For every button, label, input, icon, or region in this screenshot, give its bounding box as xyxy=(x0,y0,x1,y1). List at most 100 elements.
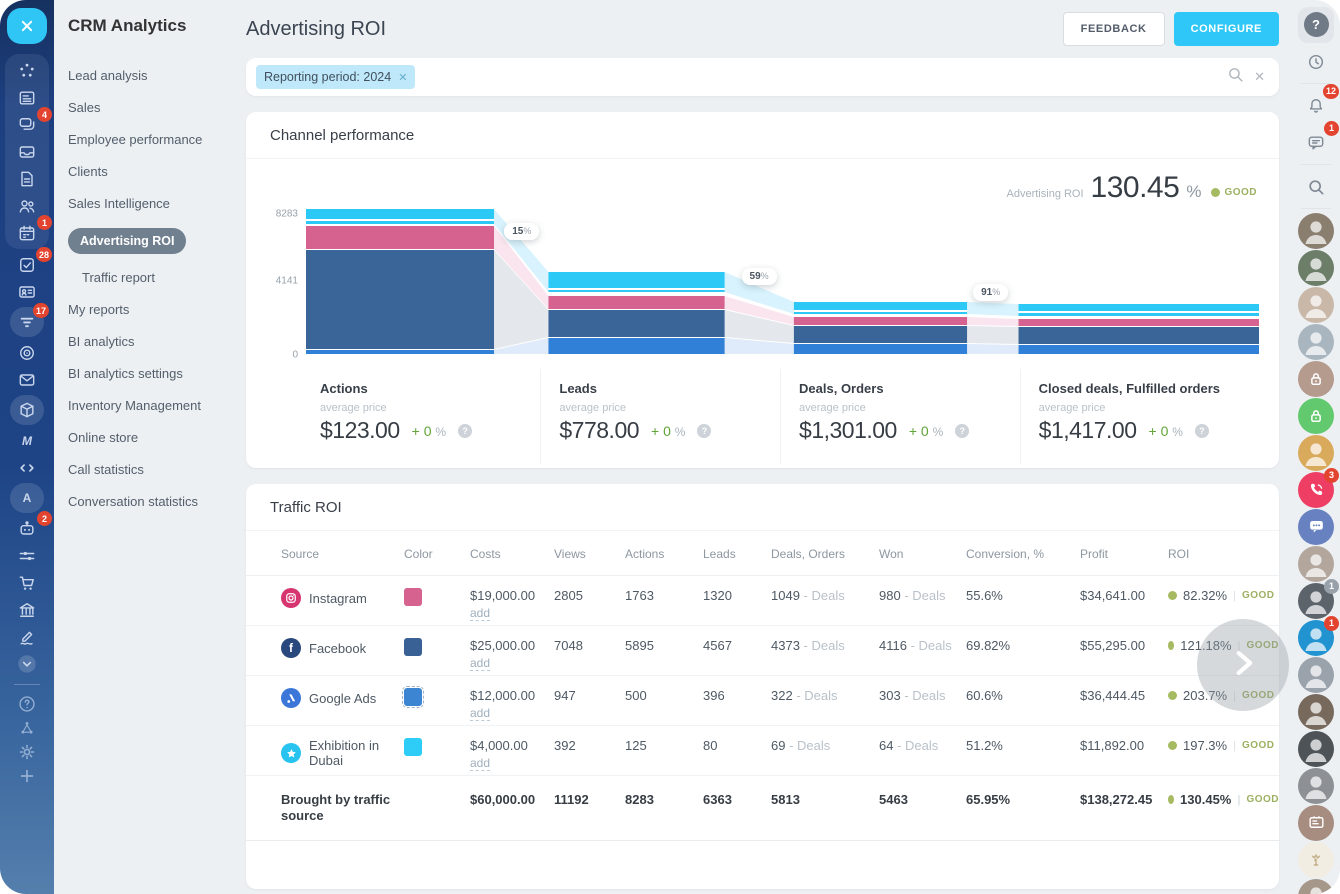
table-row-google-ads[interactable]: Google Ads $12,000.00 add 947 500 396 322 - De… xyxy=(246,676,1279,726)
company-bank-icon[interactable] xyxy=(7,596,47,623)
market-icon[interactable]: M xyxy=(22,433,32,448)
sidebar-item-inventory-management[interactable]: Inventory Management xyxy=(68,398,201,413)
color-swatch[interactable] xyxy=(404,738,422,756)
add-costs-link[interactable]: add xyxy=(470,606,491,621)
calls-button[interactable]: 3 xyxy=(1298,467,1339,508)
help-icon[interactable]: ? xyxy=(1194,423,1209,438)
sidebar-item-clients[interactable]: Clients xyxy=(68,164,108,179)
avatar[interactable] xyxy=(1298,767,1334,804)
help-icon[interactable]: ? xyxy=(697,423,712,438)
scroll-right-button[interactable] xyxy=(1197,619,1289,711)
avatar[interactable] xyxy=(1298,286,1334,323)
avatar[interactable]: 1 xyxy=(1298,578,1339,619)
search-icon[interactable] xyxy=(1227,66,1244,88)
calendar-icon[interactable]: 1 xyxy=(7,215,52,246)
avatar[interactable] xyxy=(1298,730,1334,767)
conversion-value: 60.6% xyxy=(966,688,1003,703)
avatar[interactable] xyxy=(1298,212,1334,249)
tasks-icon[interactable]: 28 xyxy=(7,247,52,278)
group-chat-button[interactable] xyxy=(1298,508,1334,545)
table-row-exhibition-in-dubai[interactable]: Exhibition in Dubai $4,000.00 add 392 125 80 6… xyxy=(246,726,1279,776)
help-icon[interactable]: ? xyxy=(458,423,473,438)
feedback-button[interactable]: FEEDBACK xyxy=(1062,12,1165,46)
crm-card-chat[interactable] xyxy=(1298,804,1334,841)
messenger-button[interactable]: 1 xyxy=(1298,120,1339,161)
activity-stream-icon[interactable] xyxy=(7,57,47,84)
color-swatch[interactable] xyxy=(402,686,424,708)
locked-chat[interactable] xyxy=(1298,360,1334,397)
marketing-target-icon[interactable] xyxy=(7,339,47,366)
filter-chip-close-icon[interactable]: ✕ xyxy=(398,71,408,84)
source-name: Exhibition in Dubai xyxy=(309,738,380,768)
avatar[interactable] xyxy=(1298,545,1334,582)
avatar[interactable] xyxy=(1298,693,1334,730)
documents-icon[interactable] xyxy=(7,165,47,192)
settings-sliders-icon[interactable] xyxy=(7,542,47,569)
sidebar-item-call-statistics[interactable]: Call statistics xyxy=(68,462,144,477)
advertising-roi-metric: Advertising ROI 130.45 % GOOD xyxy=(266,171,1259,205)
news-feed-icon[interactable] xyxy=(7,84,47,111)
chat-icon[interactable]: 4 xyxy=(7,107,52,138)
ai-assistant-icon[interactable]: 2 xyxy=(7,511,52,542)
filter-chip[interactable]: Reporting period: 2024 ✕ xyxy=(256,65,416,89)
sidebar-item-my-reports[interactable]: My reports xyxy=(68,302,130,317)
table-row-instagram[interactable]: Instagram $19,000.00 add 2805 1763 1320 1049 -… xyxy=(246,576,1279,626)
inbox-icon[interactable] xyxy=(7,138,47,165)
sidebar-item-sales[interactable]: Sales xyxy=(68,100,101,115)
mail-icon[interactable] xyxy=(7,366,47,393)
avatar[interactable]: 1 xyxy=(1298,615,1339,656)
googleads-icon xyxy=(281,688,301,708)
developer-code-icon[interactable] xyxy=(7,454,47,481)
profit-value: $55,295.00 xyxy=(1080,638,1146,653)
avatar[interactable] xyxy=(1298,249,1334,286)
settings-gear-icon[interactable] xyxy=(7,740,47,764)
table-row-facebook[interactable]: f Facebook $25,000.00 add 7048 5895 4567 4373 -… xyxy=(246,626,1279,676)
sidebar-item-employee-performance[interactable]: Employee performance xyxy=(68,132,203,147)
color-swatch[interactable] xyxy=(404,638,422,656)
rail-divider xyxy=(1301,83,1331,84)
crm-funnel-icon[interactable]: 17 xyxy=(10,303,49,337)
add-costs-link[interactable]: add xyxy=(470,756,491,771)
locked-chat-green[interactable] xyxy=(1298,397,1334,434)
contacts-icon[interactable] xyxy=(7,278,47,305)
sidebar-item-advertising-roi[interactable]: Advertising ROI xyxy=(68,220,234,262)
avatar[interactable] xyxy=(1298,878,1334,894)
sidebar-item-bi-analytics-settings[interactable]: BI analytics settings xyxy=(68,366,183,381)
history-button[interactable] xyxy=(1298,44,1334,80)
help-icon[interactable] xyxy=(7,692,47,716)
column-header-roi: ROI xyxy=(1168,547,1190,561)
close-menu-button[interactable] xyxy=(7,8,47,44)
filter-bar[interactable]: Reporting period: 2024 ✕ ✕ xyxy=(246,58,1279,96)
search-button[interactable] xyxy=(1298,169,1334,205)
help-button[interactable]: ? xyxy=(1298,6,1334,43)
inventory-box-icon[interactable] xyxy=(10,395,44,425)
avatar[interactable] xyxy=(1298,434,1334,471)
automation-icon[interactable]: A xyxy=(10,483,44,513)
avatar[interactable] xyxy=(1298,323,1334,360)
configure-button[interactable]: CONFIGURE xyxy=(1173,12,1279,46)
more-items-icon[interactable] xyxy=(7,650,47,677)
help-icon[interactable]: ? xyxy=(955,423,970,438)
avatar[interactable] xyxy=(1298,656,1334,693)
funnel-plot-area[interactable]: 15% 59% 91% xyxy=(306,209,1259,359)
sidebar-item-traffic-report[interactable]: Traffic report xyxy=(82,270,155,285)
sidebar-item-lead-analysis[interactable]: Lead analysis xyxy=(68,68,148,83)
e-signature-icon[interactable] xyxy=(7,623,47,650)
sidebar-item-online-store[interactable]: Online store xyxy=(68,430,139,445)
stage-delta: + 0 % xyxy=(1148,422,1183,439)
structure-icon[interactable] xyxy=(7,716,47,740)
sidebar-item-bi-analytics[interactable]: BI analytics xyxy=(68,334,135,349)
sidebar-active-pill[interactable]: Advertising ROI xyxy=(68,228,187,254)
add-costs-link[interactable]: add xyxy=(470,706,491,721)
online-store-cart-icon[interactable] xyxy=(7,569,47,596)
add-icon[interactable] xyxy=(7,764,47,788)
color-swatch[interactable] xyxy=(404,588,422,606)
first-place-sticker[interactable] xyxy=(1298,841,1334,878)
sidebar-item-sales-intelligence[interactable]: Sales Intelligence xyxy=(68,196,170,211)
add-costs-link[interactable]: add xyxy=(470,656,491,671)
employees-icon[interactable] xyxy=(7,192,47,219)
column-header-actions: Actions xyxy=(625,547,665,561)
notifications-button[interactable]: 12 xyxy=(1298,83,1339,124)
sidebar-item-conversation-statistics[interactable]: Conversation statistics xyxy=(68,494,199,509)
clear-filter-icon[interactable]: ✕ xyxy=(1254,69,1265,84)
